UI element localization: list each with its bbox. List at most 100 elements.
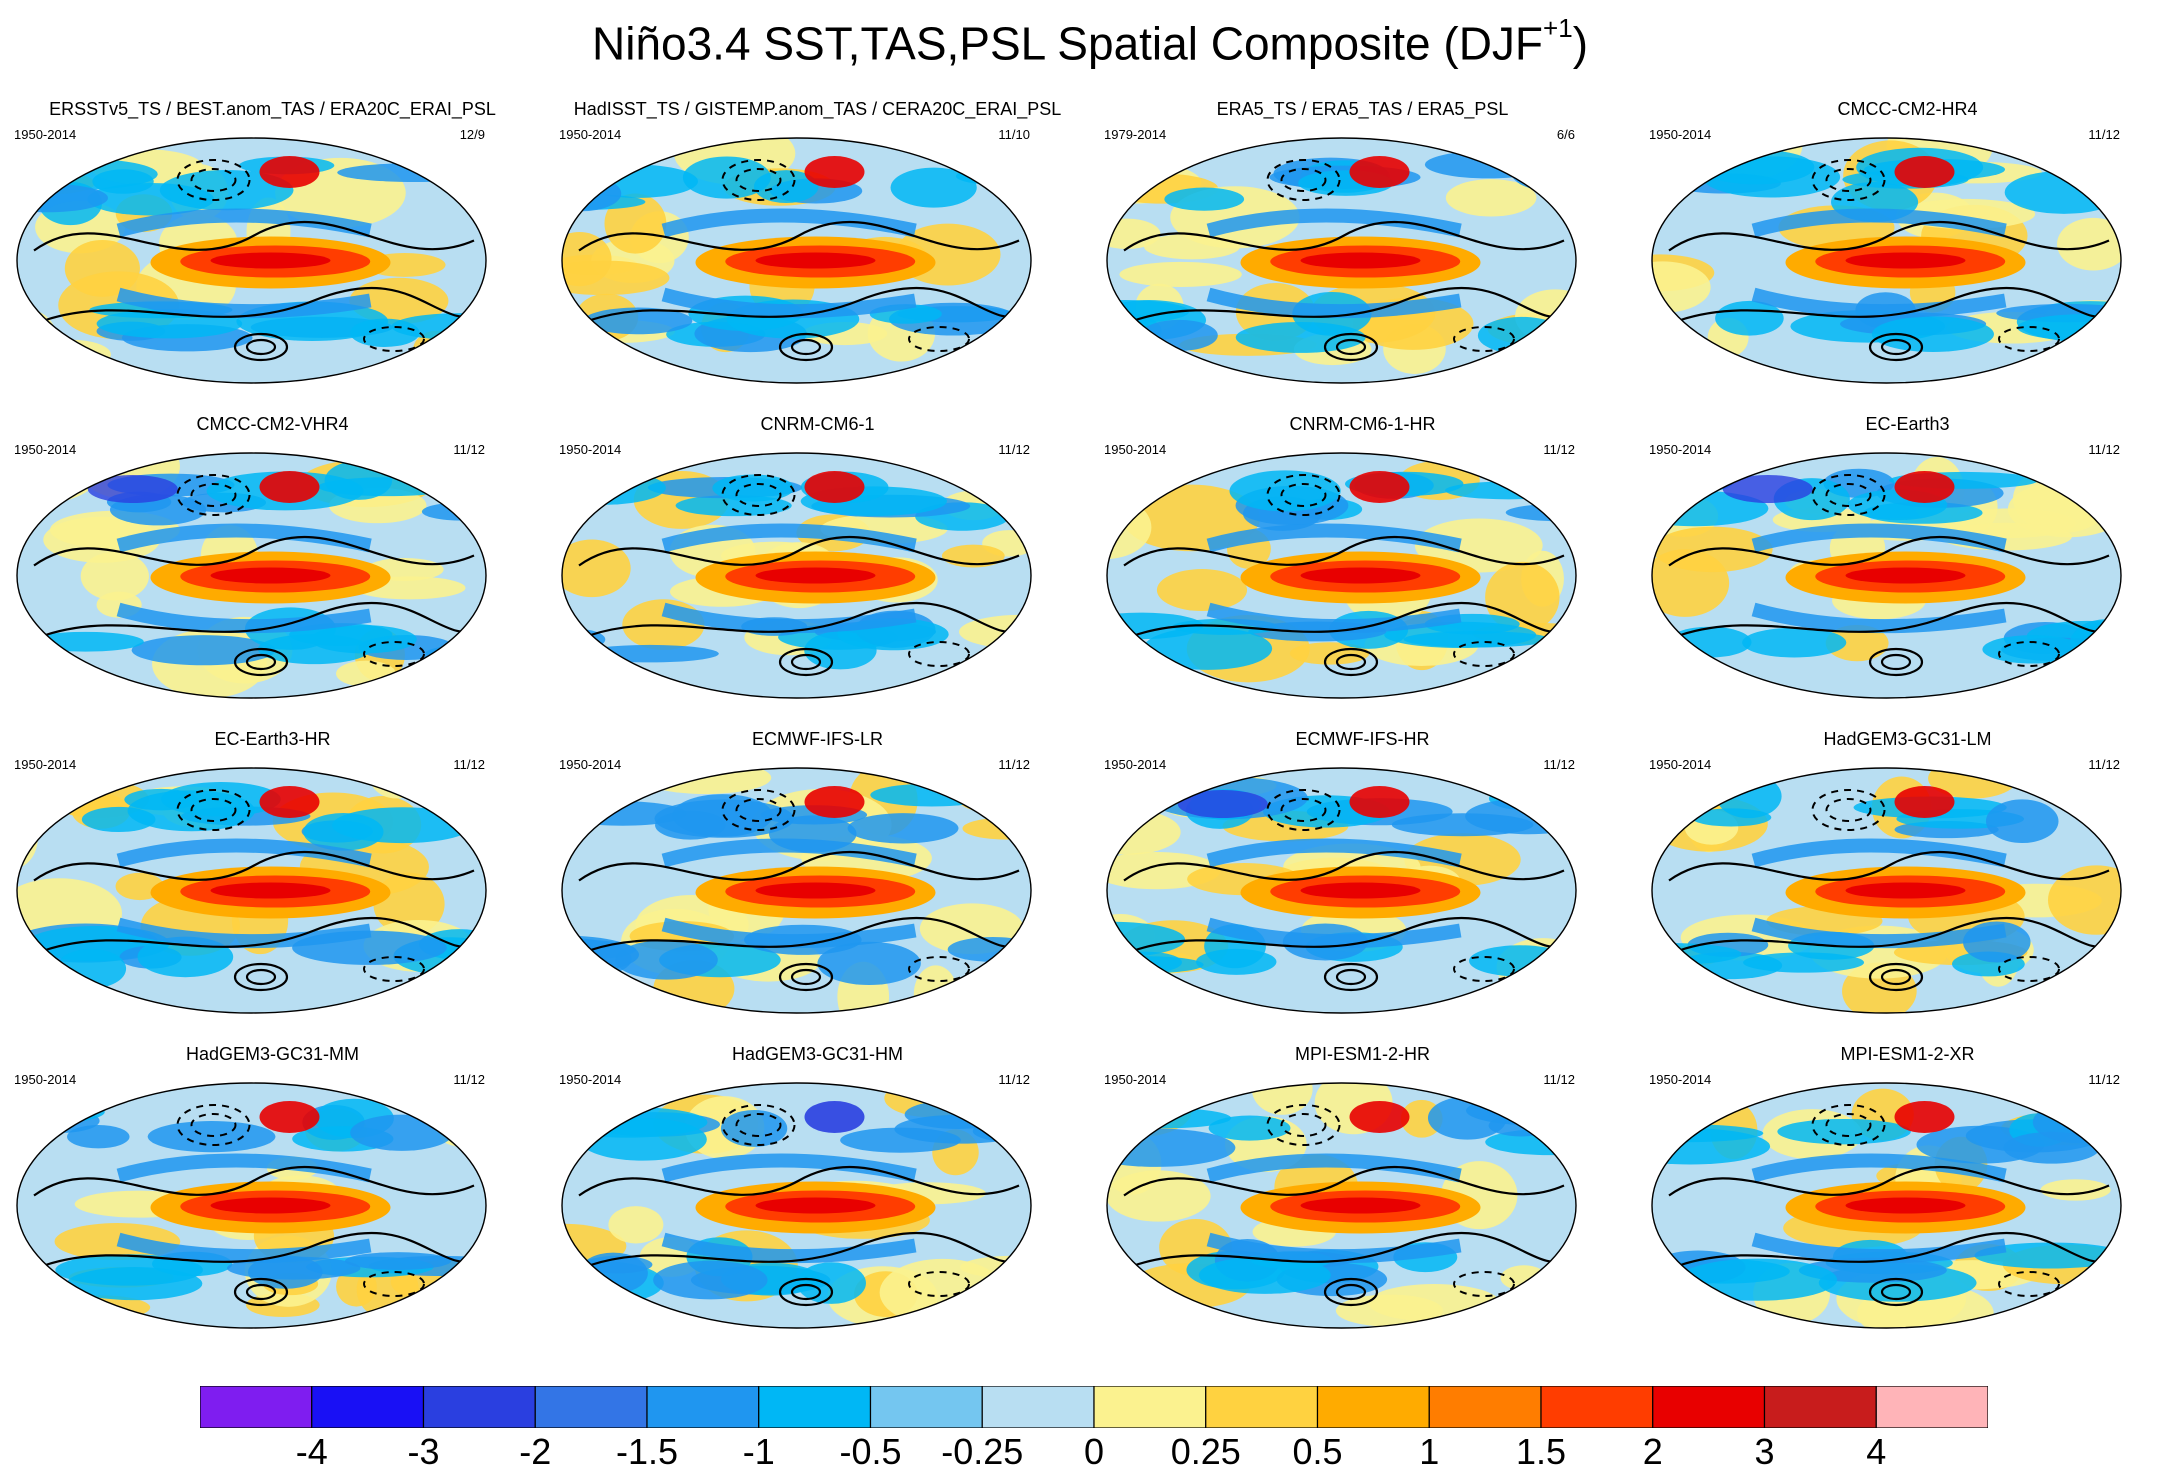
panel-title: HadISST_TS / GISTEMP.anom_TAS / CERA20C_… xyxy=(573,99,1062,119)
panel-period: 1950-2014 xyxy=(1649,757,1712,772)
map-panel: ECMWF-IFS-LR 1950-2014 11/12 xyxy=(545,728,1090,1043)
colorbar-swatch xyxy=(422,1386,536,1428)
panel-count: 11/12 xyxy=(453,757,485,772)
panel-title: ERSSTv5_TS / BEST.anom_TAS / ERA20C_ERAI… xyxy=(49,99,496,119)
colorbar-swatch xyxy=(1093,1386,1207,1428)
panel-title: CMCC-CM2-VHR4 xyxy=(196,414,349,434)
figure-title: Niño3.4 SST,TAS,PSL Spatial Composite (D… xyxy=(591,13,1589,70)
colorbar-swatch xyxy=(1428,1386,1542,1428)
colorbar-labels: -4 -3 -2 -1.5 -1 -0.5 -0.25 0 0.25 0.5 1 1.5 2 3 4 xyxy=(0,1432,2180,1476)
panel-title: HadGEM3-GC31-LM xyxy=(1823,729,1992,749)
map-plot xyxy=(561,452,1032,699)
panel-count: 11/12 xyxy=(998,1072,1030,1087)
panel-period: 1950-2014 xyxy=(1649,127,1712,142)
colorbar-tick-label: -0.5 xyxy=(839,1431,902,1472)
map-panel: CMCC-CM2-HR4 1950-2014 11/12 xyxy=(1635,98,2180,413)
colorbar-tick-label: 0.25 xyxy=(1170,1431,1241,1472)
map-plot xyxy=(16,452,487,699)
map-panel: ERSSTv5_TS / BEST.anom_TAS / ERA20C_ERAI… xyxy=(0,98,545,413)
panel-title: CNRM-CM6-1 xyxy=(760,414,875,434)
colorbar-tick-label: 3 xyxy=(1754,1431,1775,1472)
colorbar-swatch xyxy=(1316,1386,1430,1428)
panel-period: 1950-2014 xyxy=(1104,1072,1167,1087)
colorbar-tick-label: -1.5 xyxy=(615,1431,679,1472)
panel-period: 1950-2014 xyxy=(14,757,77,772)
panel-period: 1950-2014 xyxy=(1649,442,1712,457)
panel-title: MPI-ESM1-2-HR xyxy=(1294,1044,1430,1064)
panel-count: 11/12 xyxy=(1543,757,1575,772)
panel-title: HadGEM3-GC31-MM xyxy=(185,1044,360,1064)
colorbar-tick-label: 4 xyxy=(1866,1431,1887,1472)
panel-title: CNRM-CM6-1-HR xyxy=(1289,414,1436,434)
colorbar-tick-label: -2 xyxy=(519,1431,552,1472)
panel-period: 1950-2014 xyxy=(559,127,622,142)
colorbar-swatch xyxy=(981,1386,1095,1428)
map-panel: EC-Earth3 1950-2014 11/12 xyxy=(1635,413,2180,728)
colorbar-tick-label: 1 xyxy=(1419,1431,1440,1472)
panel-count: 11/12 xyxy=(1543,1072,1575,1087)
panel-count: 11/12 xyxy=(998,442,1030,457)
map-panel: CNRM-CM6-1-HR 1950-2014 11/12 xyxy=(1090,413,1635,728)
panel-title: ECMWF-IFS-HR xyxy=(1295,729,1430,749)
colorbar-tick-label: -4 xyxy=(295,1431,328,1472)
panel-period: 1950-2014 xyxy=(1649,1072,1712,1087)
panel-period: 1950-2014 xyxy=(1104,757,1167,772)
colorbar-swatch xyxy=(200,1386,313,1428)
map-panel: HadGEM3-GC31-HM 1950-2014 11/12 xyxy=(545,1043,1090,1358)
map-panel: HadGEM3-GC31-MM 1950-2014 11/12 xyxy=(0,1043,545,1358)
map-panel: MPI-ESM1-2-HR 1950-2014 11/12 xyxy=(1090,1043,1635,1358)
colorbar-swatch xyxy=(1540,1386,1654,1428)
map-panel: ECMWF-IFS-HR 1950-2014 11/12 xyxy=(1090,728,1635,1043)
map-plot xyxy=(1651,1082,2122,1329)
colorbar-tick-label: 1.5 xyxy=(1515,1431,1567,1472)
panel-count: 11/12 xyxy=(2088,757,2120,772)
panel-count: 11/12 xyxy=(453,442,485,457)
colorbar-swatch xyxy=(758,1386,872,1428)
colorbar-tick-label: -1 xyxy=(742,1431,775,1472)
panel-count: 11/12 xyxy=(2088,1072,2120,1087)
map-plot xyxy=(16,137,487,384)
panel-period: 1950-2014 xyxy=(559,1072,622,1087)
map-panel: HadISST_TS / GISTEMP.anom_TAS / CERA20C_… xyxy=(545,98,1090,413)
colorbar-tick-label: 0 xyxy=(1083,1431,1105,1472)
panel-title: ERA5_TS / ERA5_TAS / ERA5_PSL xyxy=(1216,99,1509,119)
panel-count: 6/6 xyxy=(1556,127,1575,142)
panel-title: MPI-ESM1-2-XR xyxy=(1840,1044,1975,1064)
map-plot xyxy=(1106,452,1577,699)
colorbar-tick-label: -3 xyxy=(407,1431,440,1472)
panel-period: 1950-2014 xyxy=(14,1072,77,1087)
panel-title: HadGEM3-GC31-HM xyxy=(731,1044,904,1064)
map-plot xyxy=(1106,137,1577,384)
panel-count: 11/12 xyxy=(2088,442,2120,457)
map-plot xyxy=(561,1082,1032,1329)
colorbar-swatch xyxy=(869,1386,983,1428)
colorbar-swatch xyxy=(1652,1386,1766,1428)
map-plot xyxy=(1651,767,2122,1014)
colorbar-swatch xyxy=(1875,1386,1988,1428)
panel-title: EC-Earth3-HR xyxy=(214,729,331,749)
colorbar-tick-label: 2 xyxy=(1642,1431,1663,1472)
map-plot xyxy=(561,767,1032,1014)
map-plot xyxy=(16,1082,487,1329)
panel-count: 11/12 xyxy=(998,757,1030,772)
map-plot xyxy=(1651,137,2122,384)
panel-period: 1950-2014 xyxy=(1104,442,1167,457)
colorbar-swatch xyxy=(311,1386,425,1428)
panel-title: CMCC-CM2-HR4 xyxy=(1837,99,1978,119)
map-plot xyxy=(561,137,1032,384)
map-panel: CMCC-CM2-VHR4 1950-2014 11/12 xyxy=(0,413,545,728)
panel-period: 1979-2014 xyxy=(1104,127,1167,142)
panel-count: 11/12 xyxy=(1543,442,1575,457)
colorbar-tick-label: 0.5 xyxy=(1292,1431,1343,1472)
map-plot xyxy=(1106,767,1577,1014)
panel-period: 1950-2014 xyxy=(14,442,77,457)
map-panel: EC-Earth3-HR 1950-2014 11/12 xyxy=(0,728,545,1043)
map-panel: MPI-ESM1-2-XR 1950-2014 11/12 xyxy=(1635,1043,2180,1358)
colorbar-swatch xyxy=(646,1386,760,1428)
map-plot xyxy=(16,767,487,1014)
panel-grid: ERSSTv5_TS / BEST.anom_TAS / ERA20C_ERAI… xyxy=(0,98,2180,1358)
panel-count: 11/12 xyxy=(453,1072,485,1087)
panel-title: ECMWF-IFS-LR xyxy=(752,729,883,749)
panel-title: EC-Earth3 xyxy=(1865,414,1950,434)
panel-count: 12/9 xyxy=(459,127,485,142)
